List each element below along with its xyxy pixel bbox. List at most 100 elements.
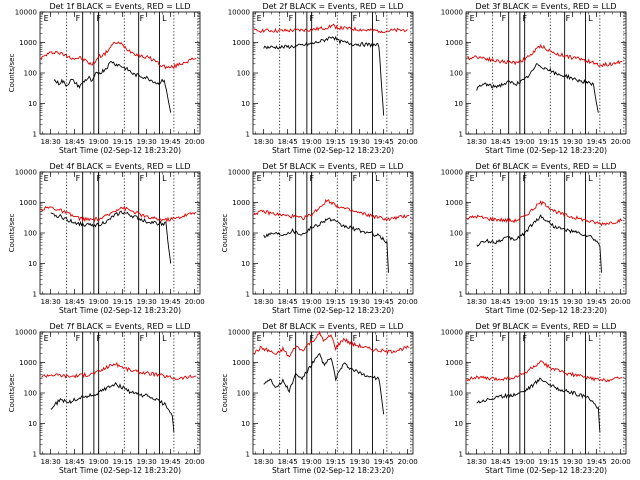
x-tick-label: 18:45: [65, 458, 85, 466]
flag-label: F: [309, 174, 314, 183]
y-tick-label: 1000: [19, 39, 37, 47]
x-tick-label: 19:00: [515, 138, 535, 146]
y-tick-label: 10: [28, 260, 37, 268]
chart-panel-8: Det 8f BLACK = Events, RED = LLD 1 10 100 10…: [221, 322, 418, 475]
y-tick-label: 1000: [19, 199, 37, 207]
chart-title: Det 7f BLACK = Events, RED = LLD: [49, 322, 190, 331]
x-axis-label: Start Time (02-Sep-12 18:23:20): [485, 466, 607, 475]
chart-title: Det 4f BLACK = Events, RED = LLD: [49, 162, 190, 171]
series-line-lld: [466, 43, 623, 68]
x-tick-label: 19:15: [326, 298, 346, 306]
x-tick-label: 19:30: [563, 458, 583, 466]
flag-label: F: [76, 334, 81, 343]
y-tick-label: 1: [246, 291, 250, 299]
series-line-events: [263, 217, 389, 273]
flag-label: E: [257, 334, 262, 343]
x-tick-label: 18:45: [278, 138, 298, 146]
plot-frame: [465, 11, 627, 135]
series-line-events: [263, 35, 385, 116]
x-tick-label: 19:30: [350, 298, 370, 306]
x-tick-label: 20:00: [398, 458, 418, 466]
flag-label: F: [96, 334, 101, 343]
x-tick-label: 19:30: [137, 298, 157, 306]
x-tick-label: 18:30: [467, 458, 487, 466]
y-tick-label: 100: [237, 70, 250, 78]
x-tick-label: 18:30: [254, 138, 274, 146]
flag-label: L: [588, 334, 593, 343]
flag-label: L: [588, 174, 593, 183]
flag-label: F: [76, 14, 81, 23]
flag-label: F: [353, 334, 358, 343]
y-tick-label: 100: [450, 70, 463, 78]
series-line-lld: [253, 330, 410, 358]
x-tick-label: 19:15: [113, 138, 133, 146]
y-tick-label: 10000: [15, 169, 37, 177]
y-tick-label: 1000: [232, 359, 250, 367]
x-axis-label: Start Time (02-Sep-12 18:23:20): [272, 306, 394, 315]
y-tick-label: 10: [454, 420, 463, 428]
series-line-lld: [40, 41, 197, 70]
x-tick-label: 19:15: [539, 298, 559, 306]
chart-title: Det 1f BLACK = Events, RED = LLD: [49, 2, 190, 11]
flag-label: E: [44, 334, 49, 343]
flag-label: F: [353, 14, 358, 23]
y-axis-label: Counts/sec: [221, 374, 229, 413]
series-line-events: [50, 210, 172, 264]
y-axis-label: Counts/sec: [8, 214, 16, 253]
series-line-lld: [40, 205, 197, 223]
x-tick-label: 19:15: [113, 458, 133, 466]
y-tick-label: 10000: [15, 329, 37, 337]
flag-label: F: [566, 174, 571, 183]
y-tick-label: 1: [459, 451, 463, 459]
x-axis-label: Start Time (02-Sep-12 18:23:20): [59, 146, 181, 155]
series-line-lld: [254, 23, 408, 34]
flag-label: E: [470, 174, 475, 183]
x-tick-label: 19:00: [89, 298, 109, 306]
flag-label: E: [44, 174, 49, 183]
x-tick-label: 20:00: [398, 138, 418, 146]
flag-label: F: [76, 174, 81, 183]
flag-label: F: [96, 174, 101, 183]
chart-title: Det 5f BLACK = Events, RED = LLD: [262, 162, 403, 171]
x-axis-label: Start Time (02-Sep-12 18:23:20): [272, 466, 394, 475]
x-tick-label: 19:45: [587, 458, 607, 466]
series-line-events: [476, 377, 601, 433]
y-tick-label: 100: [237, 230, 250, 238]
x-tick-label: 20:00: [185, 298, 205, 306]
x-tick-label: 19:45: [587, 138, 607, 146]
flag-label: F: [140, 14, 145, 23]
series-line-lld: [253, 199, 410, 222]
x-tick-label: 19:00: [302, 138, 322, 146]
x-tick-label: 19:30: [563, 138, 583, 146]
x-tick-label: 20:00: [611, 298, 631, 306]
y-tick-label: 10: [28, 420, 37, 428]
y-tick-label: 100: [24, 230, 37, 238]
flag-label: L: [162, 14, 167, 23]
chart-title: Det 2f BLACK = Events, RED = LLD: [262, 2, 403, 11]
y-tick-label: 100: [237, 390, 250, 398]
chart-title: Det 6f BLACK = Events, RED = LLD: [475, 162, 616, 171]
x-tick-label: 19:45: [161, 138, 181, 146]
y-axis-label: Counts/sec: [8, 374, 16, 413]
x-tick-label: 18:45: [65, 298, 85, 306]
y-tick-label: 1000: [232, 39, 250, 47]
x-tick-label: 19:00: [302, 298, 322, 306]
y-tick-label: 100: [450, 230, 463, 238]
x-tick-label: 19:15: [326, 138, 346, 146]
chart-panel-3: Det 3f BLACK = Events, RED = LLD 1 10 100 10…: [441, 2, 631, 155]
flag-label: L: [162, 174, 167, 183]
flag-label: F: [140, 174, 145, 183]
plot-frame: [252, 11, 414, 135]
y-tick-label: 1000: [232, 199, 250, 207]
flag-label: F: [502, 174, 507, 183]
flag-label: F: [289, 14, 294, 23]
x-tick-label: 19:15: [113, 298, 133, 306]
x-tick-label: 19:30: [137, 458, 157, 466]
chart-panel-9: Det 9f BLACK = Events, RED = LLD 1 10 100 10…: [441, 322, 631, 475]
y-tick-label: 1: [33, 451, 37, 459]
flag-label: F: [289, 334, 294, 343]
x-tick-label: 20:00: [185, 458, 205, 466]
series-line-lld: [466, 360, 623, 383]
flag-label: F: [566, 334, 571, 343]
y-tick-label: 10: [241, 260, 250, 268]
